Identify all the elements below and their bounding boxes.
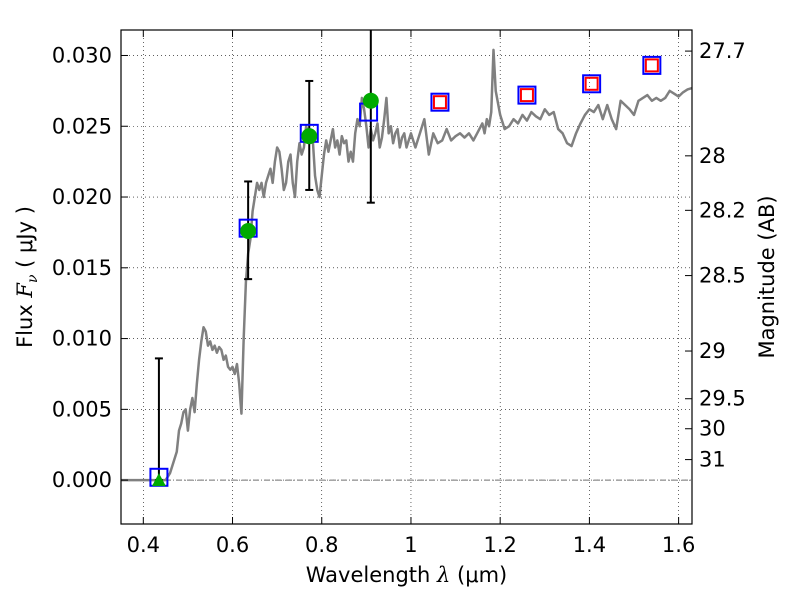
y-tick-label: 0.010 xyxy=(52,327,112,351)
blue-square-marker xyxy=(430,92,450,112)
red-square-marker xyxy=(519,88,534,103)
red-square-marker xyxy=(584,76,599,91)
y-axis-title: Flux Fν ( μJy ) xyxy=(13,206,41,348)
green-circle-marker xyxy=(301,128,318,145)
y-tick-label: 0.015 xyxy=(52,256,112,280)
x-tick-label: 1 xyxy=(404,533,417,557)
green-triangle-marker xyxy=(151,473,166,487)
right-tick-label: 28 xyxy=(699,144,726,168)
axis-labels: 0.4 0.6 0.8 1 1.2 1.4 1.6 0.000 0.005 0.010 0.015 0… xyxy=(13,39,779,587)
right-tick-label: 27.7 xyxy=(699,39,746,63)
right-tick-label: 31 xyxy=(699,448,726,472)
x-tick-label: 1.2 xyxy=(483,533,516,557)
x-axis-title: Wavelength λ (μm) xyxy=(306,563,507,587)
right-tick-label: 28.5 xyxy=(699,264,746,288)
green-circle-marker xyxy=(362,92,379,109)
photometry-markers xyxy=(149,55,662,487)
y-tick-label: 0.025 xyxy=(52,114,112,138)
right-tick-label: 28.2 xyxy=(699,198,746,222)
right-tick-label: 29 xyxy=(699,339,726,363)
blue-square-marker xyxy=(582,74,602,94)
x-tick-label: 0.6 xyxy=(216,533,249,557)
right-tick-label: 29.5 xyxy=(699,387,746,411)
y-tick-label: 0.000 xyxy=(52,468,112,492)
y-tick-label: 0.020 xyxy=(52,185,112,209)
blue-square-marker xyxy=(642,55,662,75)
red-square-marker xyxy=(432,95,447,110)
x-tick-label: 1.6 xyxy=(662,533,695,557)
green-circle-marker xyxy=(240,222,257,239)
blue-square-marker xyxy=(517,85,537,105)
plot-frame xyxy=(120,29,693,525)
axis-ticks xyxy=(121,30,692,524)
right-axis-title: Magnitude (AB) xyxy=(755,195,779,358)
red-square-marker xyxy=(644,58,659,73)
x-tick-label: 0.4 xyxy=(127,533,160,557)
y-tick-label: 0.030 xyxy=(52,43,112,67)
x-tick-label: 0.8 xyxy=(305,533,338,557)
x-tick-label: 1.4 xyxy=(573,533,606,557)
y-tick-label: 0.005 xyxy=(52,397,112,421)
right-tick-label: 30 xyxy=(699,417,726,441)
